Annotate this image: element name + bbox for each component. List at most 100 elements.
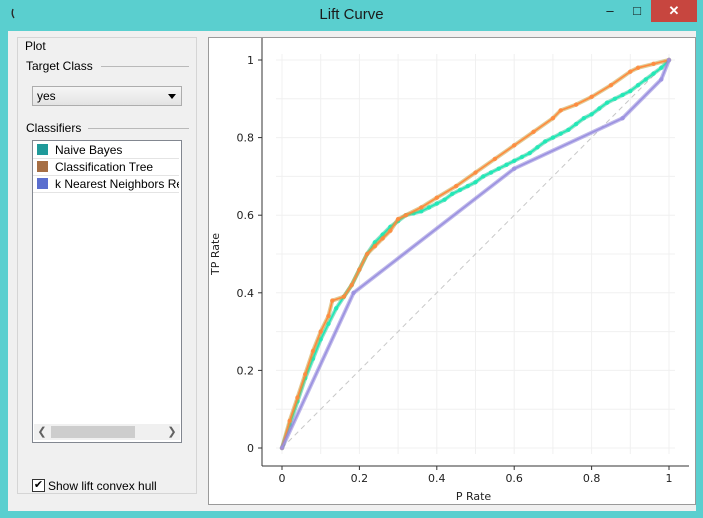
data-point [535, 145, 540, 150]
scroll-right-icon[interactable]: ❯ [167, 426, 177, 438]
data-point [492, 156, 498, 162]
chevron-down-icon [168, 94, 176, 99]
data-point [519, 154, 525, 160]
classifiers-list[interactable]: Naive Bayes Classification Tree k Neares… [32, 140, 182, 443]
data-point [330, 298, 335, 303]
color-swatch [37, 144, 48, 155]
data-point [512, 143, 517, 148]
data-point [326, 321, 331, 327]
x-tick-label: 0.6 [505, 472, 523, 485]
window-client-area: Plot Target Class yes Classifiers Naive … [8, 31, 696, 511]
app-icon [11, 8, 15, 19]
data-point [481, 174, 486, 179]
data-point [620, 116, 625, 121]
maximize-button[interactable]: □ [633, 3, 641, 18]
data-point [442, 197, 447, 202]
data-point [453, 183, 459, 189]
plot-settings-panel: Plot Target Class yes Classifiers Naive … [17, 37, 197, 494]
classifiers-label: Classifiers [26, 121, 82, 135]
data-point [434, 201, 439, 206]
data-point [666, 57, 672, 63]
x-tick-label: 0.4 [428, 472, 446, 485]
data-point [450, 191, 455, 197]
data-point [651, 61, 656, 67]
data-point [473, 180, 478, 185]
data-point [372, 244, 378, 249]
data-point [326, 313, 331, 319]
x-tick-label: 0.2 [351, 472, 369, 485]
data-point [395, 216, 401, 222]
show-hull-checkbox[interactable]: ✔ [32, 479, 45, 492]
data-point [388, 228, 393, 233]
data-point [279, 445, 285, 451]
y-axis-title: TP Rate [209, 233, 222, 276]
data-point [589, 112, 594, 117]
data-point [589, 94, 594, 100]
x-tick-label: 0.8 [583, 472, 601, 485]
y-tick-label: 1 [247, 54, 254, 67]
y-tick-label: 0.2 [237, 364, 255, 377]
scroll-left-icon[interactable]: ❮ [37, 426, 47, 438]
data-point [558, 108, 563, 113]
data-point [581, 116, 587, 121]
classifier-item-naive-bayes[interactable]: Naive Bayes [33, 141, 179, 159]
data-point [643, 77, 648, 82]
data-point [504, 162, 509, 167]
data-point [457, 187, 463, 193]
data-point [659, 77, 664, 82]
data-point [488, 170, 494, 175]
data-point [628, 88, 633, 94]
data-point [542, 139, 548, 144]
data-point [473, 170, 478, 175]
color-swatch [37, 178, 48, 189]
data-point [608, 83, 614, 88]
classifier-label: k Nearest Neighbors Re [55, 177, 179, 191]
data-point [333, 306, 339, 311]
target-class-dropdown[interactable]: yes [32, 86, 182, 106]
data-point [318, 329, 323, 334]
data-point [635, 65, 641, 70]
data-point [628, 69, 633, 74]
horizontal-scrollbar[interactable]: ❮ ❯ [34, 424, 180, 440]
data-point [349, 282, 354, 288]
x-tick-label: 1 [666, 472, 673, 485]
series-line-2 [281, 59, 670, 449]
minimize-button[interactable]: – [606, 3, 614, 18]
scrollbar-thumb[interactable] [51, 426, 135, 438]
data-point [434, 195, 439, 200]
data-point [597, 106, 602, 111]
data-point [527, 150, 532, 156]
classifiers-divider [88, 128, 189, 129]
data-point [380, 236, 385, 241]
x-tick-label: 0 [279, 472, 286, 485]
data-point [287, 418, 292, 424]
data-point [566, 127, 571, 133]
y-tick-label: 0.8 [237, 132, 255, 145]
data-point [635, 83, 641, 88]
data-point [351, 290, 356, 295]
color-swatch [37, 161, 48, 172]
data-point [403, 213, 409, 218]
data-point [659, 65, 664, 70]
title-bar: Lift Curve – □ ✕ [0, 0, 703, 30]
data-point [310, 348, 316, 354]
data-point [612, 96, 618, 101]
close-button[interactable]: ✕ [651, 0, 697, 22]
plot-group-title: Plot [25, 39, 46, 53]
data-point [419, 205, 424, 210]
target-class-label: Target Class [26, 59, 93, 73]
data-point [295, 395, 300, 400]
data-point [573, 102, 579, 107]
classifier-item-knn[interactable]: k Nearest Neighbors Re [33, 175, 179, 193]
data-point [651, 71, 656, 76]
data-point [573, 121, 579, 127]
data-point [357, 267, 362, 272]
data-point [419, 209, 424, 214]
data-point [604, 100, 610, 105]
lift-curve-plot: 0 0.2 0.4 0.6 0.8 1 0 0.2 0.4 0.6 0.8 1 P Rate TP Rat… [208, 37, 696, 505]
classifier-item-classification-tree[interactable]: Classification Tree [33, 158, 179, 176]
data-point [550, 116, 556, 121]
data-point [364, 251, 370, 257]
data-point [303, 372, 308, 377]
